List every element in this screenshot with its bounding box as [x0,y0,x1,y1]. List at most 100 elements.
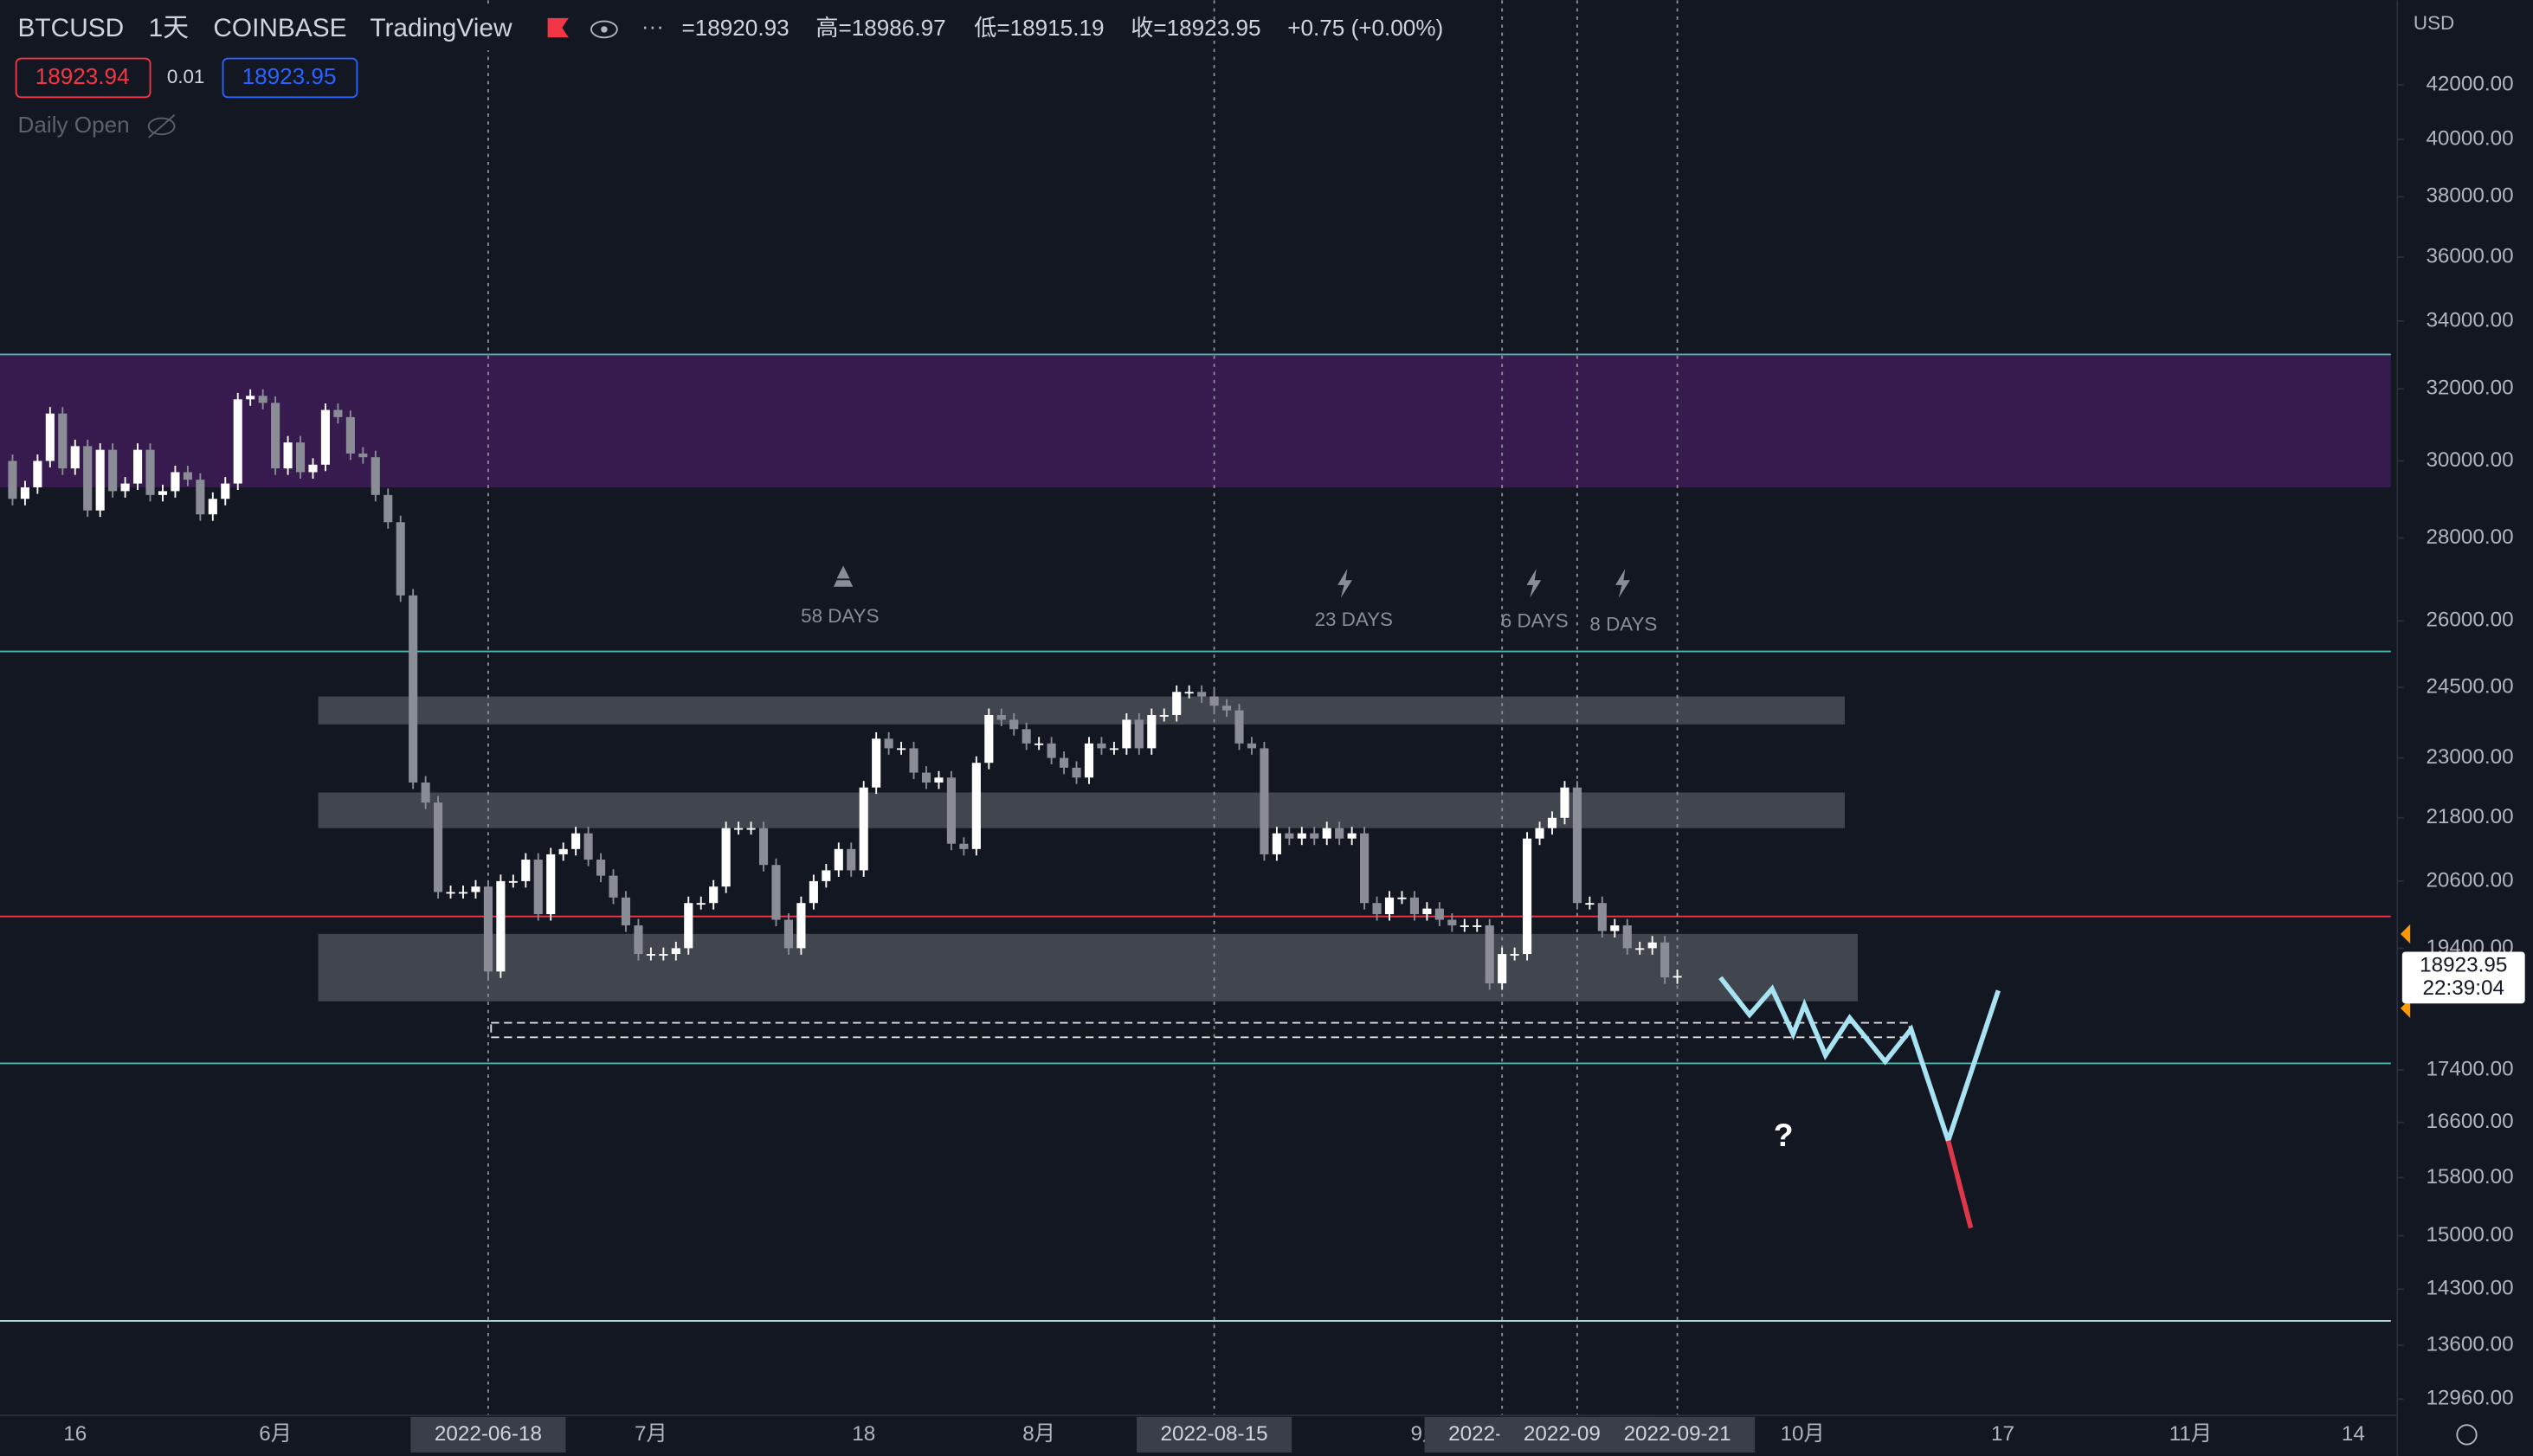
candle-body [208,499,217,515]
candle-body [1260,748,1269,854]
zone [318,696,1846,725]
candle-body [446,892,455,894]
candle-body [1560,787,1569,818]
y-tick-label: 34000.00 [2426,308,2513,332]
y-tick-label: 40000.00 [2426,126,2513,150]
candle-body [872,738,881,788]
brand: TradingView [370,14,512,42]
candle-body [83,446,93,511]
sell-button[interactable] [15,57,151,99]
candle-body [221,483,230,499]
icon [1615,569,1630,598]
buy-button[interactable] [222,57,358,99]
candle-body [158,491,168,495]
ohlc-open: =18920.93 [681,15,789,41]
candle-body [33,461,42,487]
candle-body [258,396,267,403]
candle-body [496,880,506,972]
candle-body [1360,833,1370,904]
eye-icon-pupil [601,26,608,33]
more-icon[interactable]: ··· [641,13,664,39]
candle-body [132,449,143,484]
projection-drop [1945,1140,1974,1229]
candle-body [1622,925,1632,949]
candle-body [684,903,693,949]
candle-body [283,442,293,469]
candle-body [809,880,818,904]
candle-body [533,860,543,915]
marker-label-bg [1600,1416,1756,1453]
candle-body [396,522,405,596]
y-tick-label: 32000.00 [2426,377,2513,400]
candle-body [771,865,781,920]
y-tick-label: 20600.00 [2426,868,2513,892]
candle-body [1498,954,1507,983]
candle-body [1234,710,1244,744]
x-tick-label: 17 [1991,1422,2014,1446]
y-tick-label: 16600.00 [2426,1110,2513,1133]
price-axis-bg [2397,0,2533,1456]
candle-body [1485,925,1494,983]
candle-body [659,954,668,956]
candle-body [996,715,1006,720]
x-tick-label: 8月 [1022,1422,1055,1446]
candle-body [70,446,80,469]
candle-body [1460,925,1469,927]
hidden-icon[interactable] [147,117,176,136]
y-tick-label: 26000.00 [2426,609,2513,632]
span-label: 58 DAYS [801,605,879,627]
settings-icon[interactable] [2456,1424,2478,1446]
currency[interactable]: USD [2414,12,2454,34]
icon [833,565,854,587]
candle-body [822,870,831,881]
candle-body [1372,903,1382,915]
eye-icon[interactable] [590,20,618,39]
spread: 0.01 [167,66,205,87]
x-tick-label: 6月 [259,1422,292,1446]
candle-body [746,828,756,830]
span-label: 23 DAYS [1315,609,1393,630]
candle-body [196,480,205,515]
candle-body [508,880,518,883]
candle-body [1322,828,1331,839]
last-price: 18923.95 [2420,954,2507,977]
symbol: BTCUSD [18,14,125,42]
candle-body [421,782,430,803]
candle-body [1523,838,1532,955]
candle-body [1409,897,1419,915]
question-mark: ? [1774,1117,1794,1153]
projection-path [1718,976,2001,1149]
candle-body [721,828,731,887]
candle-body [434,802,443,892]
candle-body [734,828,744,830]
y-tick-label: 13600.00 [2426,1332,2513,1356]
candle-body [1172,692,1182,716]
candle-body [58,413,68,469]
y-tick-label: 15000.00 [2426,1223,2513,1247]
candle-body [1209,696,1219,706]
candle-body [1047,743,1056,758]
x-tick-label: 10月 [1781,1422,1825,1446]
candle-body [471,886,480,892]
candle-body [609,875,618,898]
marker-label: 2022-06-18 [435,1422,542,1446]
candle-body [1034,743,1044,745]
candle-body [1272,833,1281,854]
hidden-icon-slash [148,114,176,139]
ohlc-change: +0.75 (+0.00%) [1287,15,1443,41]
candle-body [1197,692,1207,697]
candle-body [1597,903,1607,931]
exchange: COINBASE [213,14,346,42]
candle-body [320,409,331,465]
candle-body [295,442,306,473]
candle-body [1310,833,1319,839]
icon [1526,569,1542,598]
x-tick-label: 14 [2342,1422,2365,1446]
ohlc-high: 高=18986.97 [815,15,945,41]
indicator-name: Daily Open [18,112,130,138]
last-price-bg [2401,951,2525,1004]
flag-icon[interactable] [547,17,569,38]
x-tick-label: 7月 [635,1422,667,1446]
ask-price: 18923.95 [242,63,337,89]
candle-body [246,396,255,400]
